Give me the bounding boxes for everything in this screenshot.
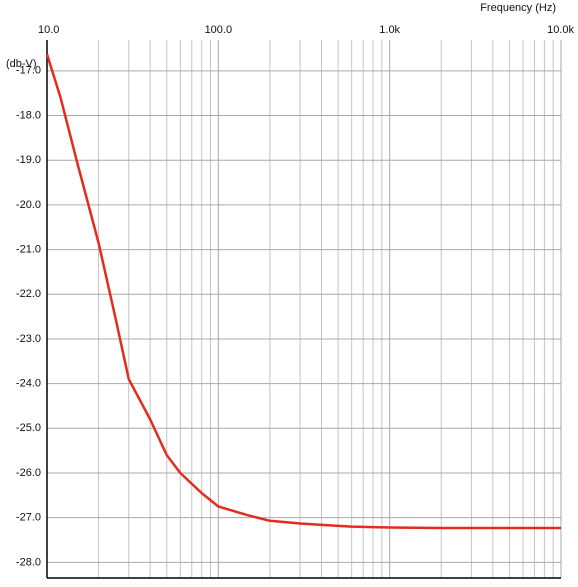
x-tick-label: 10.0 — [38, 24, 59, 36]
y-tick-label: -18.0 — [16, 109, 41, 121]
y-tick-label: -21.0 — [16, 243, 41, 255]
y-axis-label: (db-V) — [6, 58, 37, 70]
y-tick-label: -23.0 — [16, 333, 41, 345]
data-line — [45, 53, 561, 530]
y-tick-label: -19.0 — [16, 154, 41, 166]
chart-title: Frequency (Hz) — [480, 2, 556, 14]
y-tick-label: -25.0 — [16, 422, 41, 434]
y-tick-label: -27.0 — [16, 512, 41, 524]
x-tick-label: 100.0 — [205, 24, 233, 36]
y-tick-label: -26.0 — [16, 467, 41, 479]
y-tick-label: -20.0 — [16, 199, 41, 211]
y-tick-label: -17.0 — [16, 65, 41, 77]
y-tick-label: -28.0 — [16, 556, 41, 568]
x-tick-label: 10.0k — [547, 24, 574, 36]
y-tick-label: -22.0 — [16, 288, 41, 300]
x-tick-label: 1.0k — [379, 24, 400, 36]
y-tick-label: -24.0 — [16, 378, 41, 390]
